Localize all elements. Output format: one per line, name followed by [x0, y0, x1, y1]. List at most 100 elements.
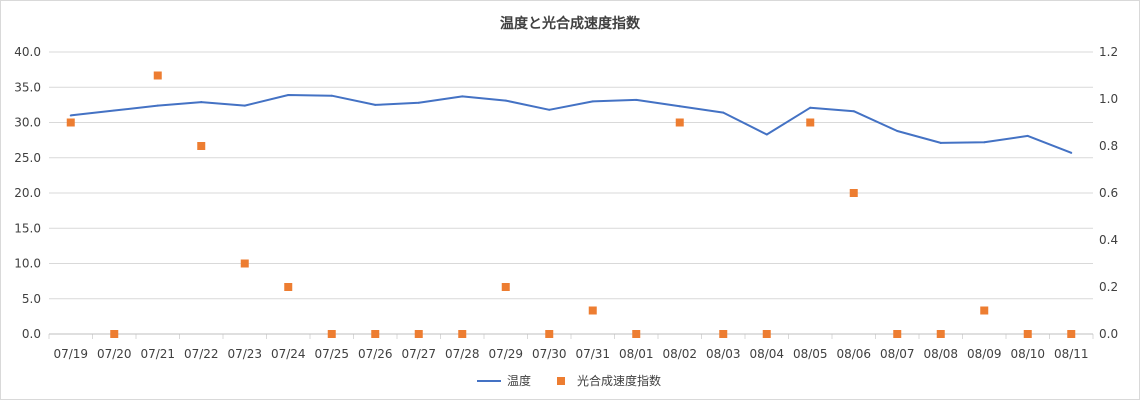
temperature-point: [635, 98, 638, 101]
photosynthesis-point: [980, 306, 989, 315]
x-tick-label: 08/10: [1010, 347, 1045, 361]
left-tick-label: 25.0: [14, 151, 41, 165]
x-tick-label: 07/24: [271, 347, 306, 361]
photosynthesis-point: [414, 330, 423, 338]
x-tick-label: 08/06: [836, 347, 871, 361]
x-tick-label: 08/11: [1054, 347, 1089, 361]
photosynthesis-point: [675, 118, 684, 127]
right-tick-label: 0.0: [1099, 327, 1118, 341]
x-tick-label: 07/23: [227, 347, 262, 361]
gridlines: [49, 51, 1093, 335]
x-tick-label: 07/29: [488, 347, 523, 361]
photosynthesis-point: [936, 330, 945, 338]
x-tick-label: 07/27: [401, 347, 436, 361]
left-tick-label: 30.0: [14, 116, 41, 130]
legend-marker-swatch: [557, 377, 565, 385]
temperature-point: [287, 94, 290, 97]
left-axis-ticks: 0.0 5.0 10.0 15.0 20.0 25.0 30.0 35.0 40.0: [14, 45, 41, 341]
photosynthesis-point: [240, 259, 249, 268]
x-tick-label: 07/28: [445, 347, 480, 361]
right-tick-label: 1.2: [1099, 45, 1118, 59]
temperature-point: [374, 103, 377, 106]
temperature-point: [417, 101, 420, 104]
photosynthesis-point: [458, 330, 467, 338]
photosynthesis-point: [588, 306, 597, 315]
left-tick-label: 5.0: [22, 292, 41, 306]
photosynthesis-point: [66, 118, 75, 127]
x-tick-label: 08/01: [619, 347, 654, 361]
photosynthesis-point: [1023, 330, 1032, 338]
left-tick-label: 40.0: [14, 45, 41, 59]
x-tick-label: 08/09: [967, 347, 1002, 361]
temperature-point: [939, 141, 942, 144]
right-tick-label: 0.2: [1099, 280, 1118, 294]
temperature-point: [330, 94, 333, 97]
x-tick-label: 08/07: [880, 347, 915, 361]
temperature-series: [69, 94, 1073, 154]
photosynthesis-point: [284, 283, 293, 291]
photosynthesis-point: [849, 189, 858, 197]
x-tick-label: 08/02: [662, 347, 697, 361]
photosynthesis-series: [66, 71, 1076, 338]
photosynthesis-point: [893, 330, 902, 338]
temperature-point: [200, 101, 203, 104]
right-tick-label: 0.8: [1099, 139, 1118, 153]
temperature-point: [548, 108, 551, 111]
temperature-point: [243, 104, 246, 107]
x-tick-label: 08/05: [793, 347, 828, 361]
photosynthesis-point: [327, 330, 336, 338]
photosynthesis-point: [110, 330, 119, 338]
x-tick-label: 07/22: [184, 347, 219, 361]
right-axis-ticks: 0.0 0.2 0.4 0.6 0.8 1.0 1.2: [1099, 45, 1118, 341]
left-tick-label: 20.0: [14, 186, 41, 200]
left-tick-label: 10.0: [14, 257, 41, 271]
temperature-point: [156, 104, 159, 107]
left-tick-label: 35.0: [14, 80, 41, 94]
temperature-line: [70, 94, 1072, 154]
photosynthesis-point: [1067, 330, 1076, 338]
x-tick-label: 07/19: [53, 347, 88, 361]
temperature-point: [591, 100, 594, 103]
temperature-point: [1026, 134, 1029, 137]
temperature-point: [765, 133, 768, 136]
temperature-point: [1070, 151, 1073, 154]
photosynthesis-point: [545, 330, 554, 338]
photosynthesis-point: [501, 283, 510, 291]
x-tick-label: 07/25: [314, 347, 349, 361]
right-tick-label: 1.0: [1099, 92, 1118, 106]
x-tick-label: 07/30: [532, 347, 567, 361]
x-tick-label: 07/21: [140, 347, 175, 361]
photosynthesis-point: [371, 330, 380, 338]
x-tick-label: 08/04: [749, 347, 784, 361]
right-tick-label: 0.4: [1099, 233, 1118, 247]
temperature-point: [722, 111, 725, 114]
left-tick-label: 0.0: [22, 327, 41, 341]
x-tick-label: 07/31: [575, 347, 610, 361]
x-tick-label: 08/08: [923, 347, 958, 361]
left-tick-label: 15.0: [14, 221, 41, 235]
photosynthesis-point: [762, 330, 771, 338]
photosynthesis-point: [153, 71, 162, 80]
temperature-point: [504, 99, 507, 102]
x-tick-label: 07/20: [97, 347, 132, 361]
right-tick-label: 0.6: [1099, 186, 1118, 200]
legend-label-temperature: 温度: [507, 373, 531, 388]
photosynthesis-point: [719, 330, 728, 338]
x-tick-label: 08/03: [706, 347, 741, 361]
temperature-point: [983, 141, 986, 144]
x-axis-ticks: 07/19 07/20 07/21 07/22 07/23 07/24 07/25 07/26…: [48, 333, 1094, 361]
photosynthesis-point: [632, 330, 641, 338]
x-tick-label: 07/26: [358, 347, 393, 361]
temperature-point: [852, 110, 855, 113]
temperature-point: [678, 105, 681, 108]
temperature-point: [69, 114, 72, 117]
legend-label-photosynthesis: 光合成速度指数: [577, 373, 661, 388]
photosynthesis-point: [197, 142, 206, 150]
temperature-point: [896, 129, 899, 132]
temperature-point: [809, 106, 812, 109]
legend: 温度 光合成速度指数: [477, 373, 661, 388]
temperature-point: [461, 95, 464, 98]
photosynthesis-point: [806, 118, 815, 127]
